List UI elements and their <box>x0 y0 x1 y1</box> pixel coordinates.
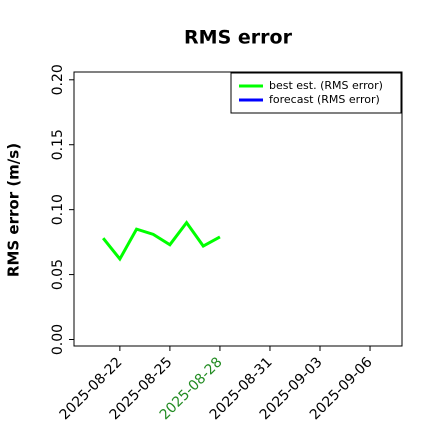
y-tick-label: 0.15 <box>50 129 66 160</box>
data-line <box>102 220 221 262</box>
y-tick-label: 0.10 <box>50 194 66 225</box>
y-tick-label: 0.05 <box>50 259 66 290</box>
y-axis-label: RMS error (m/s) <box>5 143 23 277</box>
legend-label: forecast (RMS error) <box>269 93 380 106</box>
legend-label: best est. (RMS error) <box>269 79 383 92</box>
y-tick-label: 0.20 <box>50 64 66 95</box>
plot-frame <box>73 71 403 347</box>
y-tick-label: 0.00 <box>50 324 66 355</box>
legend-box <box>230 72 402 114</box>
chart-title: RMS error <box>184 27 293 49</box>
